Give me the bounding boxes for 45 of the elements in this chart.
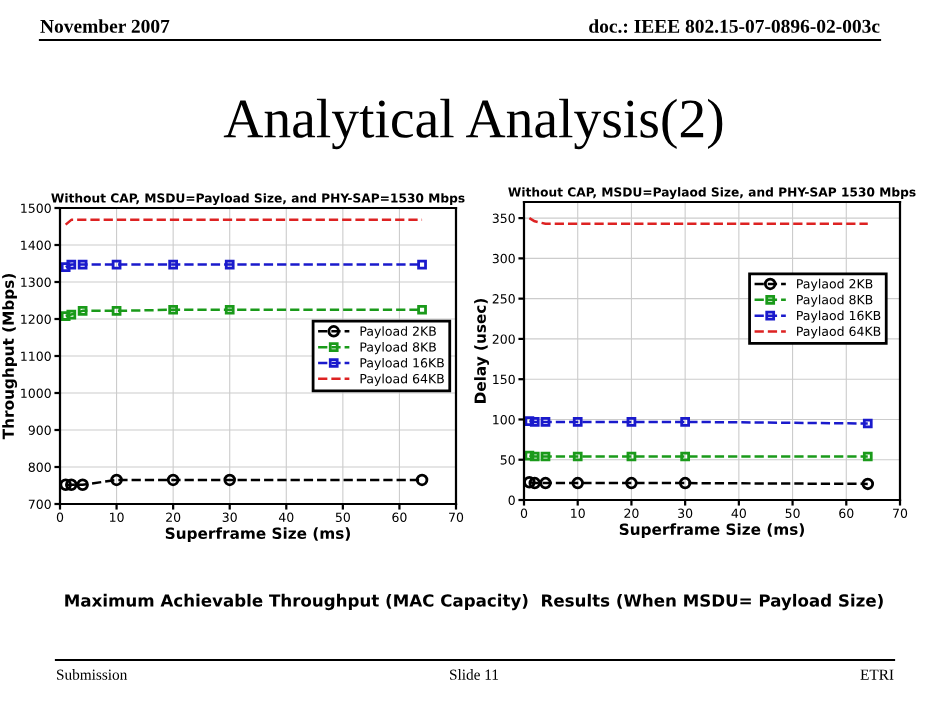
point [66,259,77,270]
text: doc.: IEEE 802.15-07-0896-02-003c [589,19,880,33]
point [76,478,89,492]
point [77,306,88,316]
point [60,311,71,321]
point [529,451,540,462]
point [168,259,179,270]
text: November 2007 [40,19,170,33]
point [524,450,535,461]
point [60,262,71,273]
point [110,473,123,487]
point [60,478,72,492]
point [680,417,690,427]
point [540,417,551,427]
point [626,417,637,427]
point [417,304,427,315]
point [861,477,875,491]
point [65,478,78,492]
point [571,476,584,490]
point [539,476,552,490]
point [417,259,427,270]
point [166,473,180,487]
point [223,473,236,487]
point [168,304,179,315]
point [529,417,540,427]
point [224,304,235,315]
point [625,476,638,490]
point [572,451,583,462]
point [66,309,77,320]
point [224,259,235,270]
point [540,451,551,462]
text: Analytical Analysis(2) [223,98,723,150]
point [528,476,541,490]
point [111,306,122,316]
point [572,417,583,427]
point [862,418,873,429]
point [111,259,122,270]
point [77,259,88,270]
point [680,451,690,462]
point [678,476,692,490]
point [862,451,873,462]
text: Maximum Achievable Throughput (MAC Capacity) Results (When MSDU= Payload Size) [65,593,883,611]
point [415,473,429,487]
point [626,451,637,462]
point [524,476,536,489]
